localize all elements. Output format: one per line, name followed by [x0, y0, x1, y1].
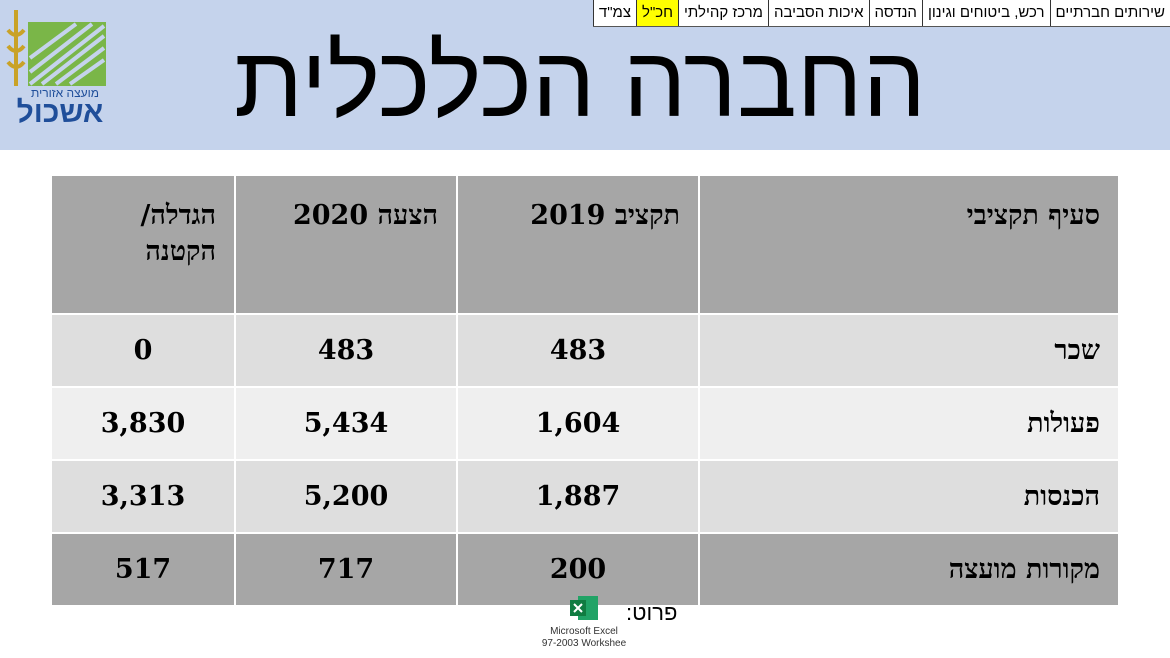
cell: 200: [456, 532, 700, 607]
logo-text: אשכול: [16, 96, 104, 129]
cell: 3,830: [50, 386, 236, 461]
header-row: סעיף תקציבי תקציב 2019 הצעה 2020 הגדלה/ הקט…: [50, 174, 1120, 315]
nav-tab[interactable]: שירותים חברתיים: [1049, 0, 1170, 26]
cell: 717: [234, 532, 458, 607]
cell: 483: [234, 313, 458, 388]
cell: 5,200: [234, 459, 458, 534]
nav-tab[interactable]: חכ"ל: [636, 0, 679, 26]
excel-icon[interactable]: [570, 594, 600, 622]
icon-label: Microsoft Excel 97-2003 Workshee: [530, 626, 638, 650]
icon-label-line: 97-2003 Workshee: [541, 638, 627, 649]
table-row: שכר 483 483 0: [50, 313, 1120, 388]
cell: 483: [456, 313, 700, 388]
icon-label-line: Microsoft Excel: [550, 626, 618, 637]
cell: 1,604: [456, 386, 700, 461]
logo-text: מועצה אזורית: [31, 86, 99, 100]
cell: 3,313: [50, 459, 236, 534]
nav-bar: שירותים חברתיים רכש, ביטוחים וגינון הנדסה א…: [592, 0, 1170, 27]
nav-tab[interactable]: הנדסה: [868, 0, 922, 26]
nav-tab[interactable]: צמ"ד: [592, 0, 636, 26]
cell: 0: [50, 313, 236, 388]
table-row: מקורות מועצה 200 717 517: [50, 532, 1120, 607]
nav-tab[interactable]: רכש, ביטוחים וגינון: [921, 0, 1050, 26]
footer-label: פרוט:: [626, 600, 678, 625]
logo: מועצה אזורית אשכול: [0, 0, 112, 130]
row-label: שכר: [698, 313, 1120, 388]
header-cell: הצעה 2020: [234, 174, 458, 315]
table-row: פעולות 1,604 5,434 3,830: [50, 386, 1120, 461]
cell: 5,434: [234, 386, 458, 461]
logo-graphic: [6, 10, 106, 86]
table-row: הכנסות 1,887 5,200 3,313: [50, 459, 1120, 534]
title: החברה הכלכלית: [234, 26, 926, 138]
header-cell: הגדלה/ הקטנה: [50, 174, 236, 315]
row-label: הכנסות: [698, 459, 1120, 534]
header-cell: תקציב 2019: [456, 174, 700, 315]
cell: 1,887: [456, 459, 700, 534]
row-label: מקורות מועצה: [698, 532, 1120, 607]
header-cell: סעיף תקציבי: [698, 174, 1120, 315]
nav-tab[interactable]: מרכז קהילתי: [678, 0, 768, 26]
cell: 517: [50, 532, 236, 607]
row-label: פעולות: [698, 386, 1120, 461]
nav-tab[interactable]: איכות הסביבה: [767, 0, 869, 26]
budget-table: סעיף תקציבי תקציב 2019 הצעה 2020 הגדלה/ הקט…: [50, 174, 1120, 607]
